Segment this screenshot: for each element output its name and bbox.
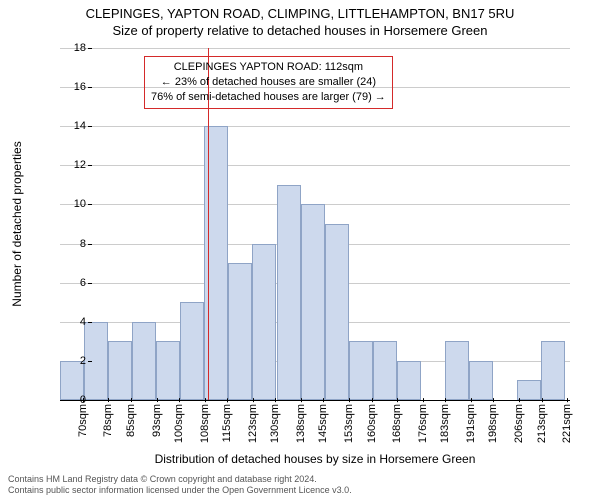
histogram-bar [301, 204, 325, 400]
histogram-bar [349, 341, 373, 400]
histogram-bar [397, 361, 421, 400]
gridline [60, 165, 570, 166]
title-block: CLEPINGES, YAPTON ROAD, CLIMPING, LITTLE… [0, 6, 600, 40]
chart-container: CLEPINGES, YAPTON ROAD, CLIMPING, LITTLE… [0, 0, 600, 500]
x-tick-label: 93sqm [151, 404, 163, 437]
histogram-bar [252, 244, 276, 400]
attribution-footer: Contains HM Land Registry data © Crown c… [8, 474, 352, 497]
histogram-bar [156, 341, 180, 400]
histogram-bar [108, 341, 132, 400]
y-tick-label: 16 [46, 81, 86, 93]
x-tick-label: 108sqm [199, 404, 211, 443]
histogram-bar [517, 380, 541, 400]
title-line2: Size of property relative to detached ho… [0, 23, 600, 40]
histogram-bar [325, 224, 349, 400]
annotation-box: CLEPINGES YAPTON ROAD: 112sqm← 23% of de… [144, 56, 393, 109]
x-tick-label: 70sqm [77, 404, 89, 437]
x-tick-label: 123sqm [247, 404, 259, 443]
y-axis-label: Number of detached properties [10, 48, 24, 400]
y-tick-label: 0 [46, 394, 86, 406]
footer-line1: Contains HM Land Registry data © Crown c… [8, 474, 352, 485]
plot-area: 70sqm78sqm85sqm93sqm100sqm108sqm115sqm12… [60, 48, 570, 400]
x-tick-label: 183sqm [439, 404, 451, 443]
x-tick-label: 176sqm [417, 404, 429, 443]
x-tick-label: 138sqm [295, 404, 307, 443]
histogram-bar [228, 263, 252, 400]
histogram-bar [132, 322, 156, 400]
x-tick-label: 145sqm [317, 404, 329, 443]
histogram-bar [180, 302, 204, 400]
title-line1: CLEPINGES, YAPTON ROAD, CLIMPING, LITTLE… [0, 6, 600, 23]
annotation-line: ← 23% of detached houses are smaller (24… [151, 75, 386, 90]
y-tick-label: 18 [46, 42, 86, 54]
histogram-bar [277, 185, 301, 400]
x-axis-label: Distribution of detached houses by size … [60, 452, 570, 466]
x-tick-label: 153sqm [343, 404, 355, 443]
y-tick-label: 12 [46, 159, 86, 171]
x-tick-label: 160sqm [366, 404, 378, 443]
y-tick-label: 10 [46, 198, 86, 210]
plot-inner: 70sqm78sqm85sqm93sqm100sqm108sqm115sqm12… [60, 48, 570, 401]
x-tick-label: 130sqm [269, 404, 281, 443]
annotation-line: 76% of semi-detached houses are larger (… [151, 90, 386, 105]
x-tick-label: 206sqm [513, 404, 525, 443]
x-tick-label: 78sqm [102, 404, 114, 437]
x-tick-label: 100sqm [173, 404, 185, 443]
x-tick-label: 168sqm [391, 404, 403, 443]
y-tick-label: 14 [46, 120, 86, 132]
y-tick-label: 2 [46, 355, 86, 367]
x-tick-label: 85sqm [125, 404, 137, 437]
gridline [60, 126, 570, 127]
y-tick-label: 4 [46, 316, 86, 328]
gridline [60, 48, 570, 49]
x-tick-label: 115sqm [221, 404, 233, 442]
x-tick-label: 191sqm [465, 404, 477, 443]
annotation-line: CLEPINGES YAPTON ROAD: 112sqm [151, 60, 386, 75]
y-tick-label: 8 [46, 238, 86, 250]
x-tick-label: 213sqm [536, 404, 548, 443]
histogram-bar [541, 341, 565, 400]
histogram-bar [445, 341, 469, 400]
x-tick-label: 221sqm [561, 404, 573, 443]
histogram-bar [373, 341, 397, 400]
histogram-bar [469, 361, 493, 400]
y-tick-label: 6 [46, 277, 86, 289]
x-tick-label: 198sqm [487, 404, 499, 443]
footer-line2: Contains public sector information licen… [8, 485, 352, 496]
